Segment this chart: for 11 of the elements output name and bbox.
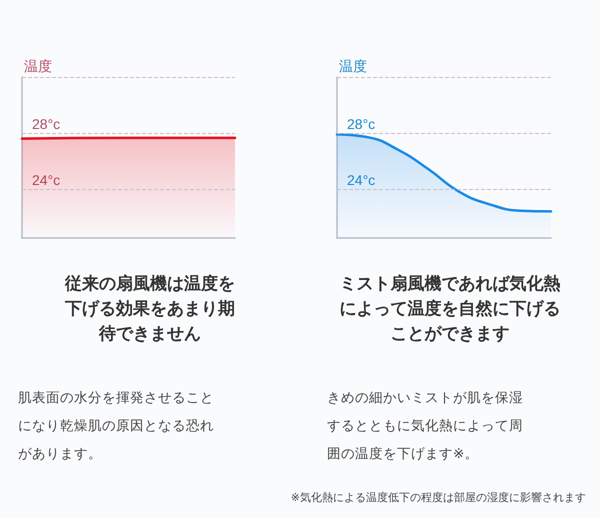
y-tick-label: 28°c <box>32 116 60 132</box>
text: 肌表面の水分を揮発させることになり乾燥肌の原因となる恐れがあります。 <box>18 389 215 464</box>
text: ※気化熱による温度低下の程度は部屋の湿度に影響されます <box>290 490 586 505</box>
y-tick-label: 24°c <box>32 172 60 188</box>
y-axis-title: 温度 <box>339 58 367 74</box>
text: ミスト扇風機であれば気化熱によって温度を自然に下げることができます <box>338 273 562 346</box>
text: 従来の扇風機は温度を下げる効果をあまり期待できません <box>64 273 236 346</box>
y-axis-title: 温度 <box>24 58 52 74</box>
y-tick-label: 24°c <box>347 172 376 188</box>
text: きめの細かいミストが肌を保湿するとともに気化熱によって周囲の温度を下げます※。 <box>327 389 524 464</box>
y-tick-label: 28°c <box>347 116 376 132</box>
